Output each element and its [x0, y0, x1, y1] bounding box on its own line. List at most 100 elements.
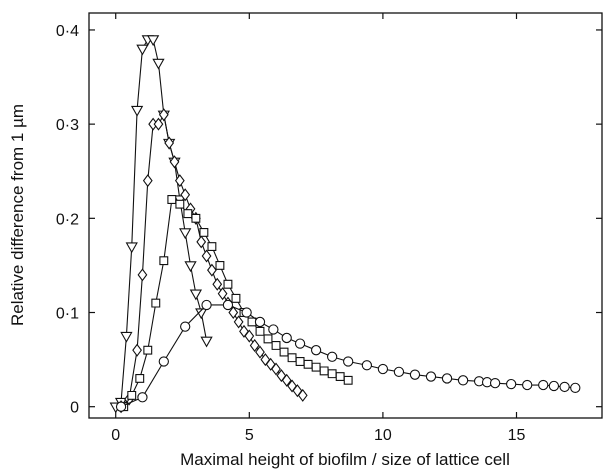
series-line [120, 304, 576, 408]
plot-area [109, 35, 581, 414]
data-point-square [343, 375, 353, 385]
data-point-square [183, 209, 193, 219]
y-tick-label: 0·4 [56, 23, 79, 40]
data-point-diamond [292, 384, 303, 398]
data-point-square [263, 334, 273, 344]
data-point-square [327, 369, 337, 379]
data-point-diamond [271, 362, 281, 376]
data-point-circle [115, 401, 127, 412]
y-axis-title: Relative difference from 1 µm [8, 104, 27, 326]
data-point-triangle-down [184, 261, 197, 273]
data-point-square [199, 228, 209, 237]
data-point-circle [489, 378, 501, 389]
data-point-square [303, 359, 313, 369]
data-point-circle [326, 351, 338, 362]
data-point-triangle-down [189, 289, 203, 301]
data-point-diamond [217, 287, 228, 301]
data-point-square [319, 366, 329, 376]
data-point-diamond [137, 268, 148, 282]
data-point-square [167, 195, 177, 204]
data-point-square [287, 353, 297, 363]
series-line [115, 38, 208, 408]
data-point-circle [201, 299, 212, 311]
data-point-triangle-down [200, 336, 213, 348]
x-axis-title: Maximal height of biofilm / size of latt… [180, 450, 510, 469]
data-point-circle [281, 332, 292, 344]
data-point-square [255, 326, 265, 336]
data-point-square [191, 213, 201, 223]
x-tick-label: 5 [245, 427, 254, 444]
data-point-diamond [153, 117, 164, 131]
data-point-diamond [260, 353, 271, 367]
y-tick-label: 0 [70, 400, 79, 417]
data-point-diamond [244, 329, 255, 343]
data-point-diamond [297, 388, 308, 402]
data-point-diamond [142, 174, 153, 188]
data-point-square [231, 293, 241, 303]
series-line [120, 113, 304, 408]
data-point-square [143, 345, 153, 355]
data-point-square [175, 199, 185, 209]
data-point-square [335, 372, 345, 382]
data-point-triangle-down [179, 228, 192, 240]
data-point-circle [425, 371, 437, 382]
series-square [119, 195, 353, 412]
data-point-circle [294, 338, 306, 349]
axis-ticks: 0 5 10 15 0 0·1 0·2 0·3 0·4 [56, 13, 602, 444]
data-point-triangle-down [136, 44, 149, 56]
data-point-diamond [174, 174, 185, 188]
data-point-triangle-down [120, 331, 133, 343]
data-point-diamond [201, 249, 212, 263]
data-point-square [311, 362, 321, 372]
x-tick-label: 0 [111, 427, 120, 444]
data-point-diamond [207, 263, 217, 277]
data-point-square [207, 242, 217, 252]
data-point-circle [343, 356, 354, 367]
data-point-square [215, 260, 225, 270]
data-point-diamond [196, 235, 207, 249]
data-point-diamond [169, 155, 180, 169]
data-point-square [151, 298, 161, 308]
y-tick-label: 0·2 [56, 211, 79, 228]
data-point-circle [457, 375, 469, 386]
data-point-circle [548, 380, 560, 392]
data-point-circle [241, 307, 252, 318]
data-point-circle [268, 324, 279, 335]
data-point-circle [538, 379, 549, 391]
data-point-diamond [180, 188, 191, 202]
data-point-triangle-down [130, 105, 144, 117]
data-point-square [159, 256, 169, 266]
data-point-diamond [212, 277, 223, 291]
data-point-circle [254, 316, 266, 328]
data-point-circle [570, 382, 581, 394]
data-point-diamond [158, 108, 169, 122]
data-point-diamond [233, 315, 244, 329]
data-point-circle [559, 381, 570, 393]
data-point-diamond [132, 343, 142, 357]
data-point-square [279, 347, 289, 357]
data-point-circle [409, 369, 421, 380]
data-point-diamond [164, 136, 175, 150]
y-tick-label: 0·1 [56, 306, 79, 323]
data-point-triangle-down [125, 242, 138, 254]
data-point-diamond [249, 338, 260, 352]
data-point-circle [222, 299, 234, 311]
data-point-square [135, 373, 145, 383]
data-point-square [271, 341, 281, 350]
series-triangle-down [109, 35, 213, 414]
data-point-square [295, 357, 305, 366]
data-point-circle [522, 379, 533, 391]
series-circle [115, 299, 581, 412]
plot-frame [88, 12, 603, 419]
data-point-circle [361, 360, 373, 371]
data-point-triangle-down [146, 35, 160, 47]
data-point-circle [506, 378, 517, 390]
data-point-circle [137, 392, 148, 403]
data-point-circle [158, 356, 169, 367]
data-point-diamond [281, 373, 292, 387]
x-tick-label: 15 [508, 427, 526, 444]
data-point-diamond [255, 345, 265, 359]
data-point-circle [180, 321, 191, 332]
x-tick-label: 10 [374, 427, 392, 444]
